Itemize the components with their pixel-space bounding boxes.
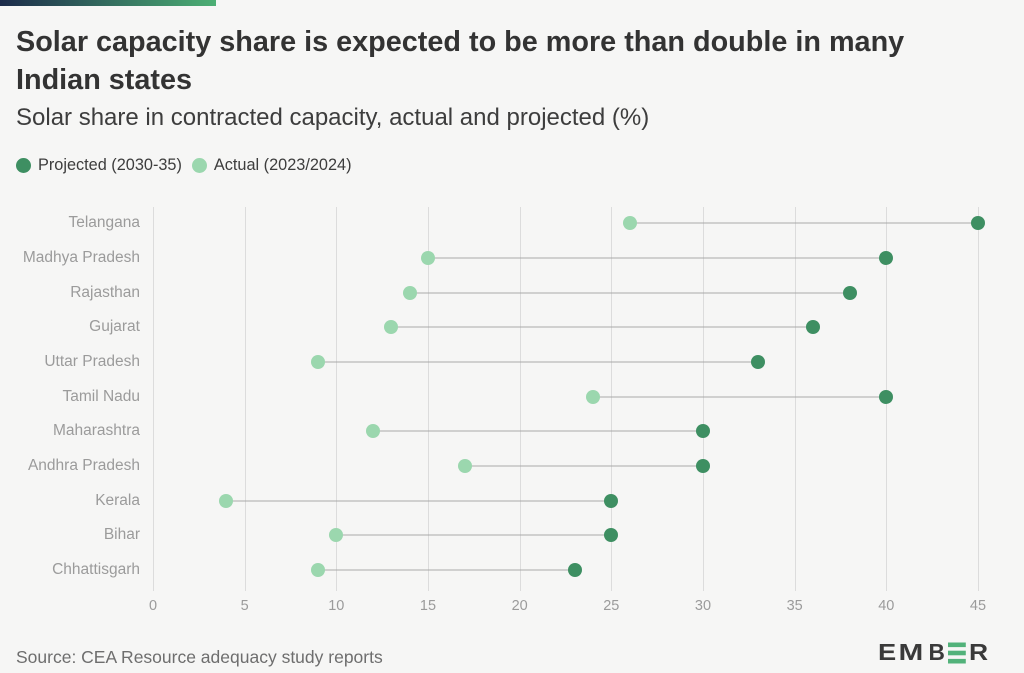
svg-text:E: E — [878, 641, 896, 665]
svg-text:R: R — [969, 641, 988, 665]
svg-text:B: B — [928, 641, 944, 665]
svg-text:M: M — [898, 641, 923, 665]
